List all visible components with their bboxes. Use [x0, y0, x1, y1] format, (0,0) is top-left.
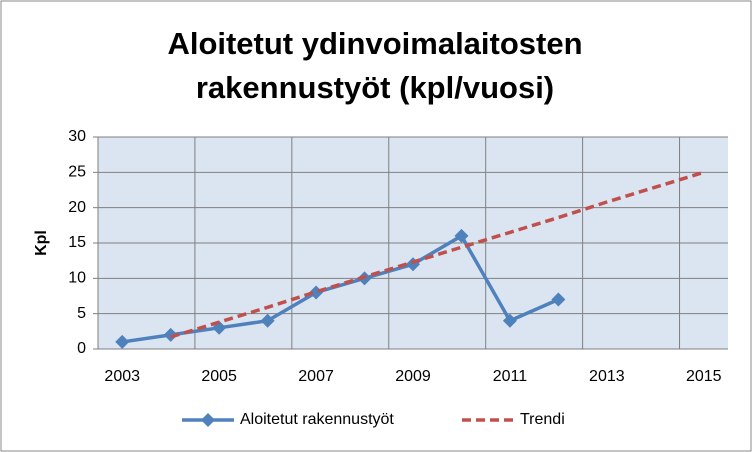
y-tick-label: 15 [68, 234, 86, 251]
series-line [121, 233, 560, 344]
x-tick-label: 2015 [686, 368, 722, 385]
x-tick-label: 2011 [493, 368, 528, 385]
legend-marker [201, 413, 215, 427]
marker [163, 327, 178, 342]
y-tick-label: 0 [77, 340, 86, 357]
x-tick-label: 2013 [589, 368, 625, 385]
x-tick-label: 2005 [201, 368, 237, 385]
x-tick-label: 2009 [395, 368, 431, 385]
legend-label: Aloitetut rakennustyöt [240, 411, 394, 428]
y-tick-label: 20 [68, 199, 86, 216]
marker [502, 313, 517, 328]
y-tick-label: 25 [68, 164, 86, 181]
x-tick-label: 2003 [104, 368, 140, 385]
marker [115, 334, 130, 349]
y-tick-label: 10 [68, 270, 86, 287]
y-axis-label: Kpl [33, 230, 50, 256]
marker [260, 313, 275, 328]
trend-line [170, 170, 705, 339]
y-tick-label: 30 [68, 128, 86, 145]
y-tick-label: 5 [77, 305, 86, 322]
marker [551, 292, 566, 307]
x-tick-label: 2007 [298, 368, 334, 385]
chart-title: rakennustyöt (kpl/vuosi) [196, 70, 554, 105]
marker [454, 228, 469, 243]
legend-label: Trendi [520, 411, 565, 428]
chart-title: Aloitetut ydinvoimalaitosten [167, 26, 582, 61]
